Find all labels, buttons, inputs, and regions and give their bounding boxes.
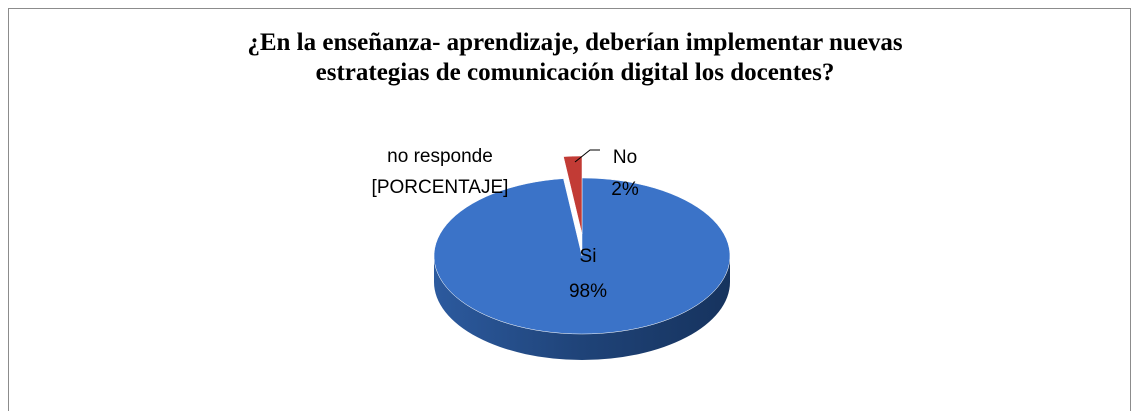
data-label-value: 2%	[611, 179, 639, 200]
pie	[433, 155, 731, 360]
data-label-category: No	[613, 147, 637, 168]
data-label-category: no responde	[387, 146, 493, 167]
pie-side	[434, 256, 730, 360]
chart-title: estrategias de comunicación digital los …	[316, 59, 835, 86]
chart-title: ¿En la enseñanza- aprendizaje, deberían …	[247, 29, 903, 56]
data-label-category: Si	[580, 246, 597, 267]
data-label-value: [PORCENTAJE]	[372, 177, 509, 198]
pie-slice	[433, 177, 731, 335]
data-label-value: 98%	[569, 281, 607, 302]
leader-line	[574, 149, 600, 163]
